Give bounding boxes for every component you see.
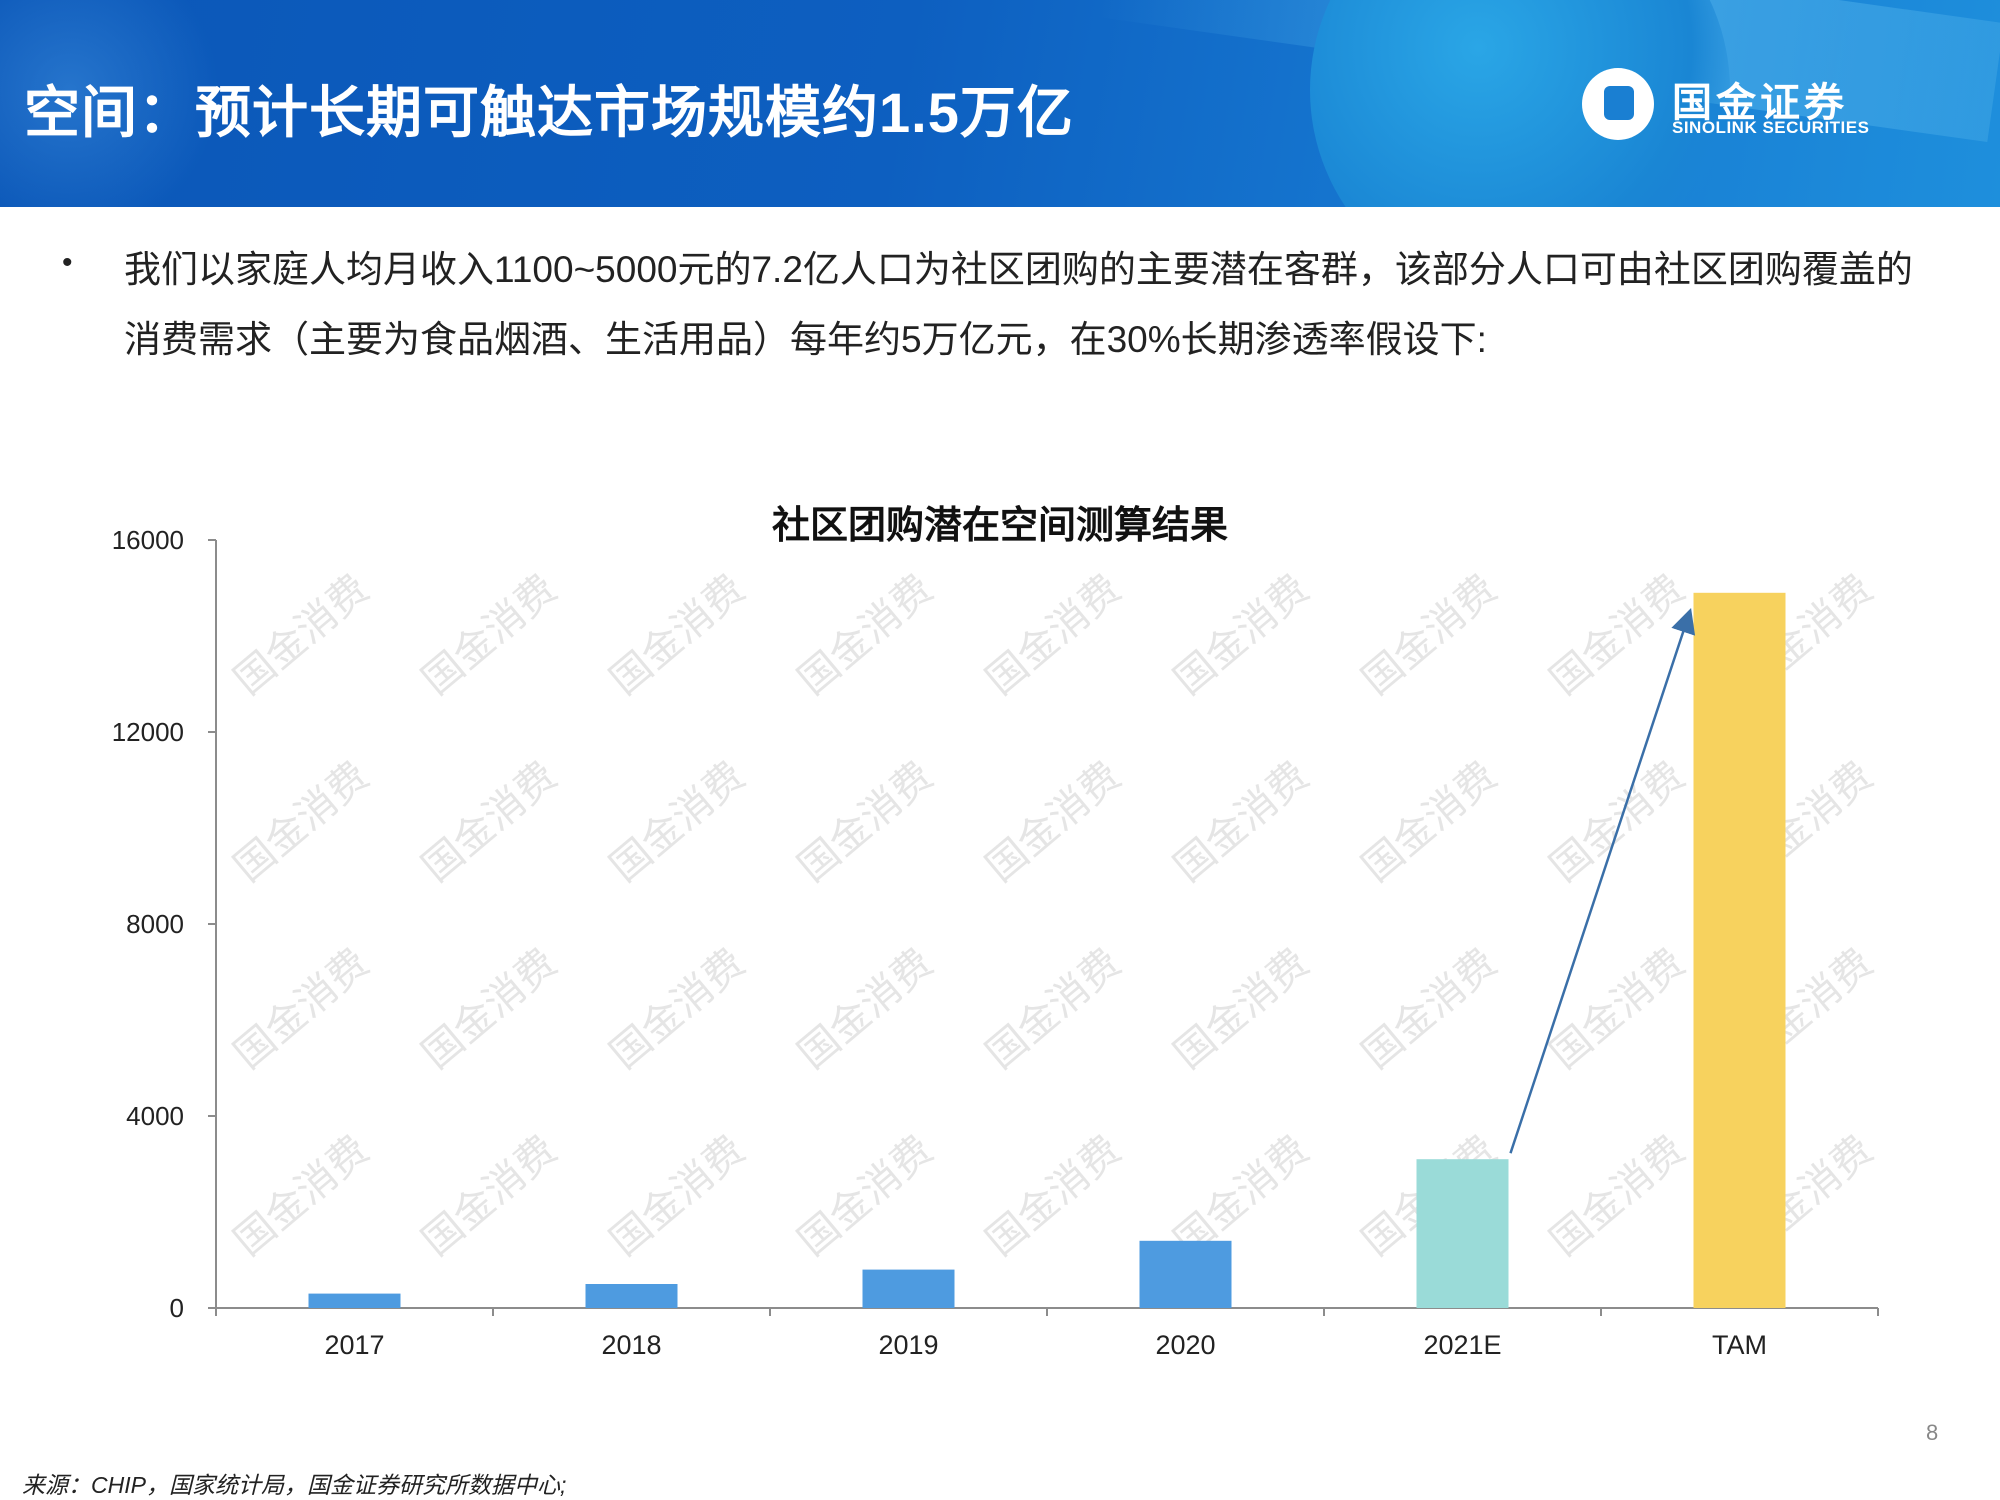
bar-2019: [862, 1269, 955, 1308]
chart-axes: 0 4000 8000 12000 16000: [112, 525, 1879, 1323]
bar-2021E: [1416, 1159, 1509, 1308]
watermark-text: 国金消费: [978, 1127, 1130, 1265]
watermark-text: 国金消费: [790, 1127, 942, 1265]
watermark-text: 国金消费: [790, 753, 942, 891]
chart-annotation: [1509, 608, 1696, 1154]
logo-text-en: SINOLINK SECURITIES: [1672, 118, 1870, 137]
logo-text-cn: 国金证券: [1672, 81, 1848, 125]
chart-title: 社区团购潜在空间测算结果: [771, 505, 1228, 547]
watermark-text: 国金消费: [414, 940, 566, 1078]
x-tick-label: 2017: [324, 1330, 384, 1360]
watermark-text: 国金消费: [1166, 753, 1318, 891]
watermark-text: 国金消费: [602, 566, 754, 704]
header-banner: 空间：预计长期可触达市场规模约1.5万亿 国金证券 SINOLINK SECUR…: [0, 0, 2000, 207]
page-number: 8: [1926, 1420, 1939, 1445]
watermark-text: 国金消费: [1354, 753, 1506, 891]
watermark-text: 国金消费: [602, 753, 754, 891]
header-decoration-left: [0, 0, 220, 207]
watermark-text: 国金消费: [1166, 940, 1318, 1078]
bullet-icon: •: [62, 246, 73, 279]
watermark-text: 国金消费: [1354, 940, 1506, 1078]
y-tick-label: 8000: [126, 909, 184, 939]
y-tick-label: 0: [170, 1293, 184, 1323]
chart-bars: [308, 592, 1786, 1308]
watermark-text: 国金消费: [602, 1127, 754, 1265]
watermark-text: 国金消费: [978, 753, 1130, 891]
x-tick-label: 2018: [601, 1330, 661, 1360]
chart-labels: 2017 2018 2019 2020 2021E TAM: [324, 1330, 1767, 1360]
watermark-text: 国金消费: [226, 1127, 378, 1265]
watermark-text: 国金消费: [1542, 753, 1694, 891]
source-note: 来源：CHIP，国家统计局，国金证券研究所数据中心;: [22, 1472, 567, 1498]
watermark-text: 国金消费: [790, 566, 942, 704]
watermark-text: 国金消费: [790, 940, 942, 1078]
watermark-text: 国金消费: [414, 1127, 566, 1265]
bar-2017: [308, 1293, 401, 1308]
watermark-text: 国金消费: [978, 940, 1130, 1078]
watermark-text: 国金消费: [1542, 940, 1694, 1078]
bar-TAM: [1693, 592, 1786, 1308]
x-tick-label: 2019: [878, 1330, 938, 1360]
watermark-layer: 国金消费 国金消费 国金消费 国金消费 国金消费 国金消费 国金消费 国金消费 国金消费国金消费…: [226, 566, 1882, 1265]
bar-2020: [1139, 1240, 1232, 1308]
logo-icon: [1582, 68, 1654, 140]
y-tick-label: 4000: [126, 1101, 184, 1131]
watermark-text: 国金消费: [414, 753, 566, 891]
watermark-text: 国金消费: [1542, 566, 1694, 704]
x-tick-label: 2020: [1155, 1330, 1215, 1360]
watermark-text: 国金消费: [602, 940, 754, 1078]
y-tick-label: 12000: [112, 717, 184, 747]
x-tick-label: TAM: [1712, 1330, 1767, 1360]
body-paragraph: 我们以家庭人均月收入1100~5000元的7.2亿人口为社区团购的主要潜在客群，…: [124, 249, 1913, 360]
watermark-text: 国金消费: [226, 940, 378, 1078]
page-title: 空间：预计长期可触达市场规模约1.5万亿: [24, 81, 1074, 144]
watermark-text: 国金消费: [1166, 566, 1318, 704]
watermark-text: 国金消费: [414, 566, 566, 704]
watermark-text: 国金消费: [226, 566, 378, 704]
watermark-text: 国金消费: [226, 753, 378, 891]
header-decoration-circle: [1310, 0, 1730, 207]
y-tick-label: 16000: [112, 525, 184, 555]
growth-arrow: [1509, 608, 1696, 1154]
bar-2018: [585, 1284, 678, 1308]
watermark-text: 国金消费: [978, 566, 1130, 704]
watermark-text: 国金消费: [1354, 566, 1506, 704]
company-logo: 国金证券 SINOLINK SECURITIES: [1582, 68, 1912, 148]
x-tick-label: 2021E: [1423, 1330, 1501, 1360]
watermark-text: 国金消费: [1542, 1127, 1694, 1265]
